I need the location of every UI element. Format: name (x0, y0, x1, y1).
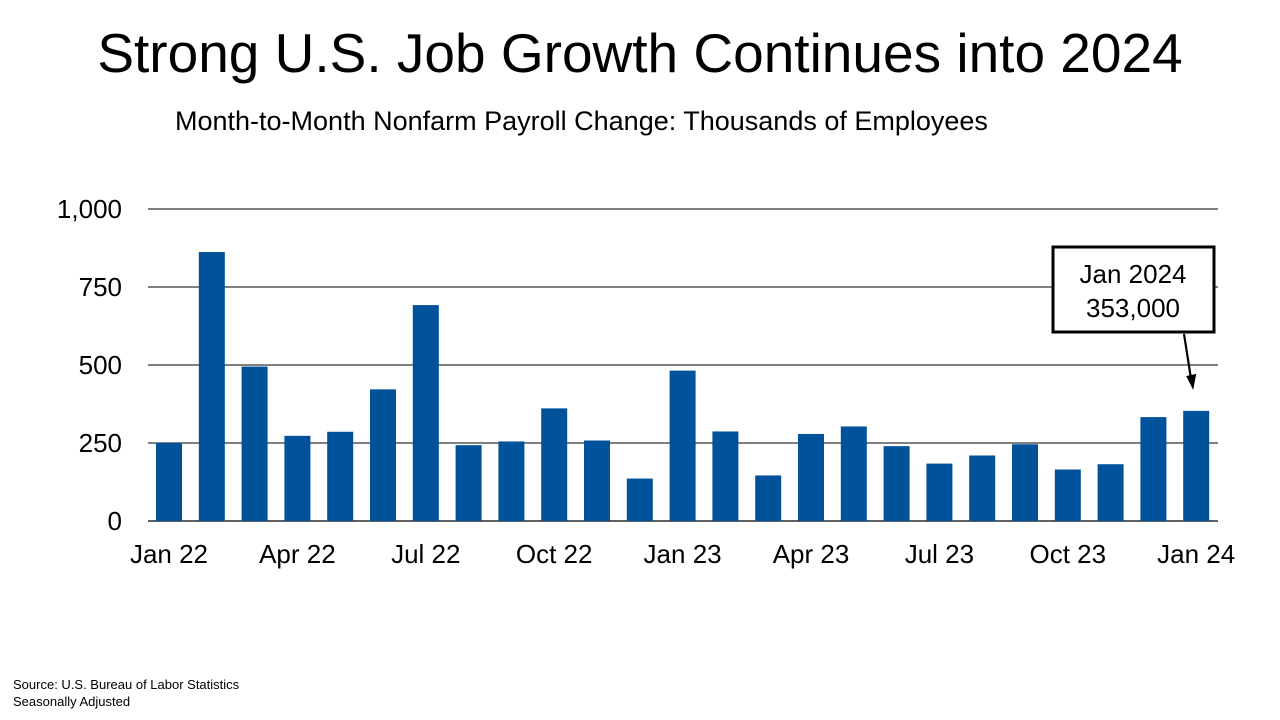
chart-subtitle: Month-to-Month Nonfarm Payroll Change: T… (175, 106, 988, 136)
bar-mar-23 (755, 475, 782, 521)
bar-dec-22 (626, 478, 653, 521)
y-tick-label: 1,000 (57, 194, 122, 224)
bar-nov-23 (1097, 464, 1124, 521)
bar-jul-22 (412, 305, 439, 521)
bar-nov-22 (584, 440, 610, 521)
annotation-arrow-line (1182, 333, 1193, 381)
x-axis-ticks: Jan 22 Apr 22 Jul 22 Oct 22 Jan 23 Apr 23 Jul … (130, 539, 1235, 569)
bar-jan-22 (156, 443, 182, 521)
x-tick-label: Jul 22 (391, 539, 460, 569)
annotation-line1: Jan 2024 (1080, 259, 1187, 289)
x-tick-label: Oct 23 (1030, 539, 1107, 569)
y-tick-label: 750 (79, 272, 122, 302)
y-tick-label: 250 (79, 428, 122, 458)
bar-jun-23 (883, 446, 910, 521)
bar-oct-22 (541, 408, 568, 521)
bar-may-23 (840, 426, 867, 521)
y-tick-label: 500 (79, 350, 122, 380)
bar-jan-24 (1183, 410, 1210, 521)
bar-dec-23 (1140, 417, 1167, 521)
annotation-arrow-head (1186, 374, 1197, 390)
bar-jan-23 (669, 370, 696, 521)
annotation-line2: 353,000 (1086, 293, 1180, 323)
bar-oct-23 (1054, 469, 1081, 521)
bar-jun-22 (370, 389, 396, 521)
annotation-box (1051, 245, 1216, 334)
x-tick-label: Jan 22 (130, 539, 208, 569)
bars (156, 252, 1210, 521)
bar-apr-22 (284, 435, 311, 521)
bar-aug-23 (969, 455, 996, 521)
bar-may-22 (327, 431, 354, 521)
y-axis-ticks: 0 250 500 750 1,000 (57, 194, 122, 536)
bar-sep-22 (498, 441, 525, 521)
y-tick-label: 0 (108, 506, 122, 536)
x-tick-label: Oct 22 (516, 539, 593, 569)
bar-sep-23 (1012, 444, 1038, 521)
x-tick-label: Apr 22 (259, 539, 336, 569)
bar-aug-22 (455, 445, 482, 521)
source-note: Source: U.S. Bureau of Labor Statistics (13, 677, 240, 692)
x-tick-label: Apr 23 (773, 539, 850, 569)
chart-title: Strong U.S. Job Growth Continues into 20… (97, 22, 1183, 84)
bar-feb-23 (712, 431, 739, 521)
seasonal-note: Seasonally Adjusted (13, 694, 131, 709)
bar-apr-23 (798, 433, 824, 521)
x-tick-label: Jan 24 (1157, 539, 1235, 569)
bar-mar-22 (241, 366, 268, 521)
x-tick-label: Jul 23 (905, 539, 974, 569)
bar-jul-23 (926, 463, 953, 521)
x-tick-label: Jan 23 (644, 539, 722, 569)
bar-feb-22 (198, 252, 225, 521)
annotation: Jan 2024 353,000 (1051, 245, 1216, 390)
